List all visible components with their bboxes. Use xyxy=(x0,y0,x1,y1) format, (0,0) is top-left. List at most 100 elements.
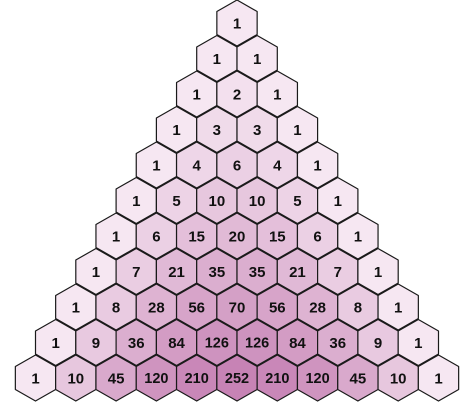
hex-value: 5 xyxy=(172,193,180,210)
hex-value: 15 xyxy=(188,229,205,246)
hex-cell-r10-c1: 10 xyxy=(55,354,97,402)
hex-cell-r10-c2: 45 xyxy=(95,354,137,402)
hex-value: 3 xyxy=(213,122,221,139)
hex-value: 1 xyxy=(374,264,382,281)
hex-cell-r8-c2: 28 xyxy=(135,283,178,331)
hex-value: 126 xyxy=(245,336,269,352)
hex-cell-r9-c3: 84 xyxy=(155,318,198,367)
hex-value: 1 xyxy=(334,193,342,210)
hex-value: 45 xyxy=(350,371,367,388)
hex-cell-r10-c8: 45 xyxy=(337,354,379,402)
hex-value: 6 xyxy=(152,229,160,246)
hex-cell-r10-c7: 120 xyxy=(296,354,339,402)
hex-value: 84 xyxy=(168,335,185,352)
hex-cell-r1-c1: 1 xyxy=(236,34,278,83)
hex-cell-r8-c4: 70 xyxy=(216,283,258,331)
hex-value: 1 xyxy=(213,51,221,68)
hex-shape xyxy=(236,34,278,83)
hex-value: 1 xyxy=(434,371,442,388)
hex-value: 120 xyxy=(305,371,329,387)
hex-value: 1 xyxy=(51,335,59,352)
hex-value: 1 xyxy=(72,300,80,317)
hex-cell-r7-c4: 35 xyxy=(236,247,278,296)
hex-value: 10 xyxy=(249,193,266,210)
hex-cell-r9-c4: 126 xyxy=(196,318,238,367)
hex-shape xyxy=(397,318,440,367)
hex-value: 1 xyxy=(253,51,261,68)
hex-cell-r2-c2: 1 xyxy=(256,70,299,118)
hex-value: 10 xyxy=(390,371,407,388)
hex-cell-r10-c10: 1 xyxy=(417,354,460,402)
hex-value: 6 xyxy=(313,229,321,246)
hex-cell-r10-c9: 10 xyxy=(377,354,419,402)
hex-cell-r9-c9: 1 xyxy=(397,318,440,367)
hex-value: 28 xyxy=(148,300,165,317)
hex-value: 84 xyxy=(289,335,306,352)
hex-cell-r5-c2: 10 xyxy=(196,176,238,225)
hex-value: 70 xyxy=(229,300,246,317)
hex-shape xyxy=(357,247,399,296)
hex-value: 8 xyxy=(112,300,120,317)
hex-cell-r5-c5: 1 xyxy=(317,176,359,225)
hex-shape xyxy=(276,105,319,154)
hex-value: 10 xyxy=(67,371,84,388)
hex-value: 21 xyxy=(289,264,306,281)
hex-value: 4 xyxy=(193,158,202,175)
hex-value: 45 xyxy=(108,371,125,388)
hex-value: 36 xyxy=(329,335,346,352)
hex-value: 1 xyxy=(112,229,120,246)
hex-cell-r8-c8: 1 xyxy=(377,283,419,331)
hex-shape xyxy=(296,141,339,189)
hex-value: 3 xyxy=(253,122,261,139)
hex-value: 1 xyxy=(394,300,402,317)
hex-value: 2 xyxy=(233,87,241,104)
hex-value: 1 xyxy=(313,158,321,175)
hex-value: 6 xyxy=(233,158,241,175)
hex-shape xyxy=(417,354,460,402)
hex-value: 5 xyxy=(293,193,301,210)
hex-shape xyxy=(216,0,258,47)
hex-value: 1 xyxy=(31,371,39,388)
hex-value: 9 xyxy=(374,335,382,352)
hex-cell-r5-c3: 10 xyxy=(236,176,278,225)
hex-value: 28 xyxy=(309,300,326,317)
hex-value: 8 xyxy=(354,300,362,317)
hex-cell-r10-c5: 252 xyxy=(216,354,258,402)
hex-value: 126 xyxy=(205,336,229,352)
hex-shape xyxy=(377,283,419,331)
hex-value: 1 xyxy=(354,229,362,246)
hex-value: 4 xyxy=(273,158,282,175)
hex-value: 7 xyxy=(132,264,140,281)
hex-shape xyxy=(256,70,299,118)
hex-value: 35 xyxy=(249,264,266,281)
hex-value: 10 xyxy=(209,193,226,210)
hex-value: 35 xyxy=(209,264,226,281)
hex-value: 56 xyxy=(188,300,205,317)
hex-value: 56 xyxy=(269,300,286,317)
hex-value: 21 xyxy=(168,264,185,281)
hex-cell-r8-c3: 56 xyxy=(175,283,218,331)
hex-value: 7 xyxy=(334,264,342,281)
hex-cell-r7-c7: 1 xyxy=(357,247,399,296)
hex-shape xyxy=(317,176,359,225)
hex-value: 120 xyxy=(144,371,168,387)
hex-value: 1 xyxy=(293,122,301,139)
hex-value: 15 xyxy=(269,229,286,246)
hex-value: 210 xyxy=(265,371,289,387)
hex-shape xyxy=(337,212,379,260)
hex-value: 1 xyxy=(233,16,241,33)
hex-cell-r6-c4: 15 xyxy=(256,212,299,260)
hex-cell-r7-c5: 21 xyxy=(276,247,319,296)
hex-value: 36 xyxy=(128,335,145,352)
hex-value: 1 xyxy=(414,335,422,352)
hex-value: 1 xyxy=(172,122,180,139)
hex-cell-r9-c5: 126 xyxy=(236,318,278,367)
hex-value: 1 xyxy=(132,193,140,210)
hex-value: 20 xyxy=(229,229,246,246)
hex-cell-r3-c3: 1 xyxy=(276,105,319,154)
hex-value: 252 xyxy=(225,371,249,387)
hex-cell-r6-c6: 1 xyxy=(337,212,379,260)
hex-value: 210 xyxy=(185,371,209,387)
hex-value: 1 xyxy=(92,264,100,281)
